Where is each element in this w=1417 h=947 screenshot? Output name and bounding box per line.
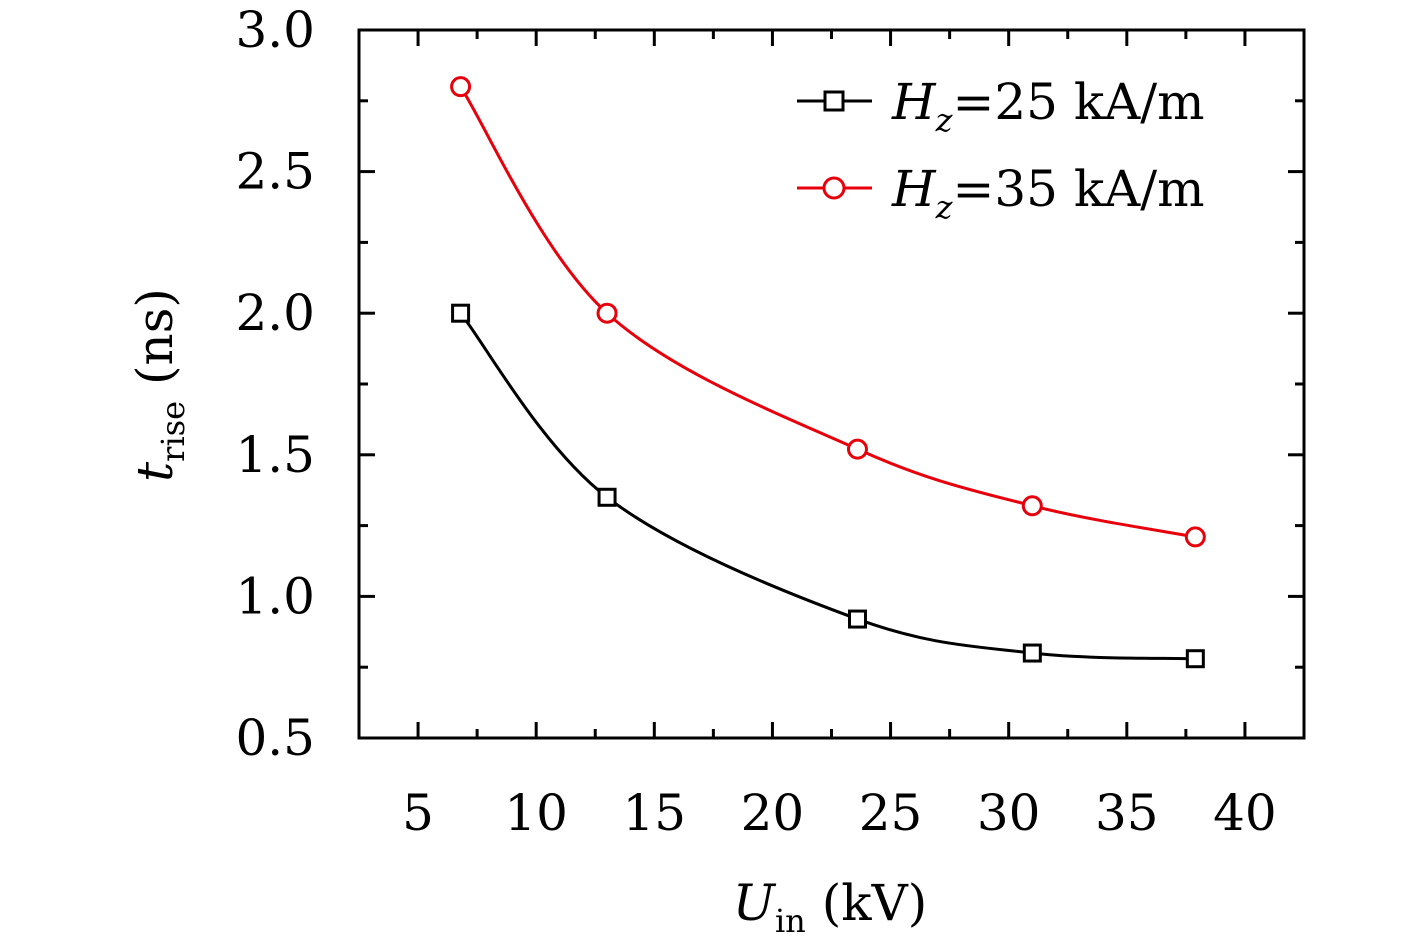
legend-item-series-1: Hz=25 kA/m bbox=[797, 73, 1205, 139]
data-point-circle-series-2 bbox=[450, 76, 472, 98]
x-axis-symbol: U bbox=[733, 874, 777, 932]
y-axis-label: trise (ns) bbox=[126, 288, 192, 482]
y-tick-label: 0.5 bbox=[235, 709, 315, 767]
y-tick-label: 1.0 bbox=[235, 567, 315, 625]
y-tick-label: 3.0 bbox=[235, 1, 315, 59]
x-tick-label: 10 bbox=[504, 784, 568, 842]
data-point-circle-series-2 bbox=[1184, 526, 1206, 548]
y-axis-symbol: t bbox=[126, 461, 184, 482]
x-tick-label: 15 bbox=[623, 784, 687, 842]
data-point-circle-series-2 bbox=[1021, 495, 1043, 517]
x-tick-label: 20 bbox=[741, 784, 805, 842]
data-point-square-series-1 bbox=[1185, 649, 1205, 669]
legend-circle-marker-icon bbox=[822, 176, 846, 200]
x-tick-label: 25 bbox=[859, 784, 923, 842]
legend-square-marker-icon bbox=[823, 90, 845, 112]
x-tick-label: 40 bbox=[1213, 784, 1277, 842]
y-axis-subscript: rise bbox=[154, 401, 192, 462]
data-point-square-series-1 bbox=[847, 609, 867, 629]
series-line-2 bbox=[459, 85, 1196, 539]
plot-frame bbox=[357, 28, 1306, 740]
x-tick-label: 30 bbox=[977, 784, 1041, 842]
legend-label-series-1: Hz=25 kA/m bbox=[891, 73, 1205, 139]
y-tick-label: 2.5 bbox=[235, 143, 315, 201]
y-tick-label: 1.5 bbox=[235, 426, 315, 484]
data-point-circle-series-2 bbox=[596, 302, 618, 324]
x-tick-label: 35 bbox=[1095, 784, 1159, 842]
data-point-circle-series-2 bbox=[846, 438, 868, 460]
data-point-square-series-1 bbox=[1022, 643, 1042, 663]
legend: Hz=25 kA/m Hz=35 kA/m bbox=[797, 73, 1205, 226]
x-tick-label: 5 bbox=[402, 784, 434, 842]
x-axis-subscript: in bbox=[775, 902, 806, 940]
data-point-square-series-1 bbox=[597, 487, 617, 507]
data-point-square-series-1 bbox=[451, 303, 471, 323]
x-axis-label: Uin (kV) bbox=[733, 874, 927, 940]
y-tick-label: 2.0 bbox=[235, 284, 315, 342]
legend-label-series-2: Hz=35 kA/m bbox=[891, 160, 1205, 226]
plot-marks: 0.5 1.0 1.5 2.0 2.5 3.0 5 10 15 20 25 30 35 40 bbox=[235, 1, 1306, 842]
series-line-1 bbox=[459, 312, 1196, 661]
x-axis-unit: (kV) bbox=[822, 874, 927, 932]
legend-item-series-2: Hz=35 kA/m bbox=[797, 160, 1205, 226]
y-axis-unit: (ns) bbox=[126, 288, 184, 385]
